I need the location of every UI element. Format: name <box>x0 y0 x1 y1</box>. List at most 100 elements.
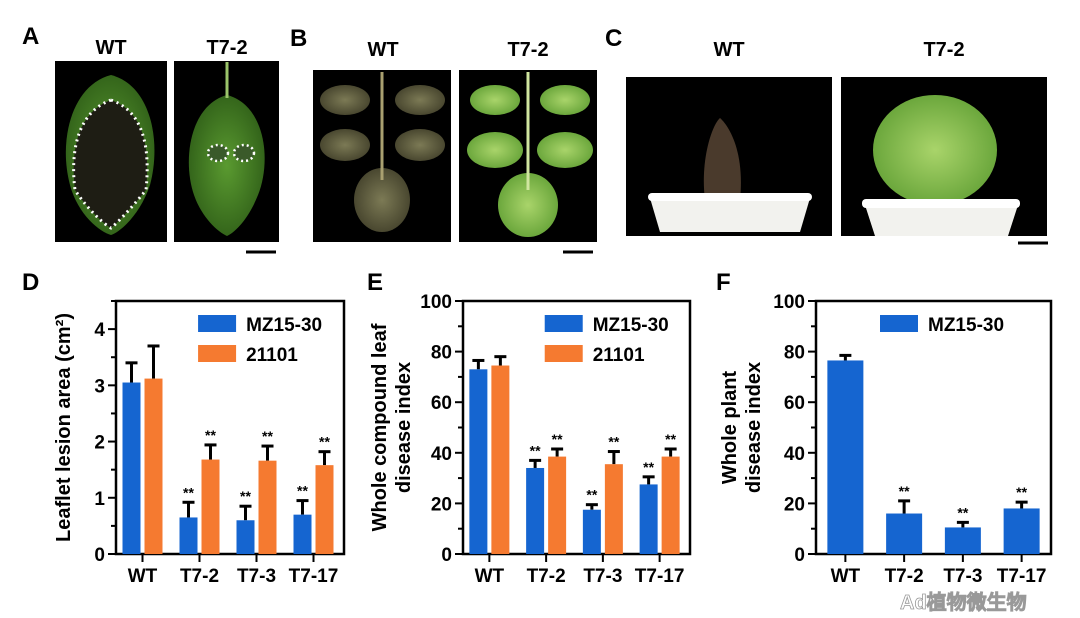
significance-mark: ** <box>530 442 541 458</box>
bar-mz15-30 <box>526 467 545 554</box>
legend-swatch <box>880 315 918 332</box>
panel-c-title-t7-2: T7-2 <box>923 39 964 61</box>
y-axis-label: disease index <box>393 362 415 493</box>
y-axis-label: Whole compound leaf <box>369 323 391 531</box>
plot-frame <box>461 299 692 556</box>
watermark: Ad植物微生物 <box>900 590 1027 613</box>
y-tick-label: 1 <box>94 489 105 510</box>
x-tick-label: WT <box>475 566 505 587</box>
bar-mz15-30 <box>469 369 488 554</box>
bar-mz15-30 <box>1003 508 1040 554</box>
y-tick-label: 60 <box>431 393 452 414</box>
significance-mark: ** <box>552 431 563 447</box>
x-tick-label: WT <box>831 566 861 587</box>
photo-a-t7-2 <box>174 61 279 242</box>
panel-label-a: A <box>22 23 39 50</box>
y-tick-label: 60 <box>784 393 805 414</box>
x-tick-label: T7-17 <box>289 566 339 587</box>
legend-label: 21101 <box>593 345 645 366</box>
y-tick-label: 100 <box>420 292 452 313</box>
y-tick-label: 80 <box>784 343 805 364</box>
y-tick-label: 20 <box>784 494 805 515</box>
photo-c-wt <box>626 77 832 236</box>
panel-a-title-wt: WT <box>95 37 126 59</box>
bar-21101 <box>201 459 220 554</box>
significance-mark: ** <box>205 427 216 443</box>
y-tick-label: 80 <box>431 343 452 364</box>
bar-21101 <box>604 464 623 554</box>
x-tick-label: T7-2 <box>180 566 219 587</box>
bar-mz15-30 <box>122 382 141 554</box>
significance-mark: ** <box>643 459 654 475</box>
x-tick-label: T7-17 <box>997 566 1047 587</box>
panel-a-title-t7-2: T7-2 <box>206 37 247 59</box>
bar-21101 <box>258 460 277 554</box>
panel-label-c: C <box>605 25 622 52</box>
bar-mz15-30 <box>827 360 864 554</box>
panel-label-e: E <box>367 269 383 296</box>
significance-mark: ** <box>608 434 619 450</box>
bar-21101 <box>144 378 163 554</box>
bar-mz15-30 <box>293 514 312 554</box>
bar-mz15-30 <box>582 509 601 554</box>
significance-mark: ** <box>1016 484 1027 500</box>
panel-c-title-wt: WT <box>713 39 744 61</box>
bar-21101 <box>548 456 567 554</box>
y-tick-label: 40 <box>431 444 452 465</box>
panel-label-d: D <box>22 269 39 296</box>
bar-21101 <box>315 465 334 554</box>
bar-mz15-30 <box>236 520 255 554</box>
chart-f: 0 20 40 60 80 100 Whole plant disease index WT T7… <box>719 292 1053 587</box>
significance-mark: ** <box>319 434 330 450</box>
y-tick-label: 20 <box>431 494 452 515</box>
significance-mark: ** <box>957 504 968 520</box>
significance-mark: ** <box>262 428 273 444</box>
legend-label: 21101 <box>246 345 298 366</box>
y-tick-label: 0 <box>794 545 805 566</box>
bar-21101 <box>491 365 510 554</box>
y-axis-label: disease index <box>743 362 765 493</box>
bar-mz15-30 <box>639 484 658 554</box>
panel-b-title-t7-2: T7-2 <box>507 39 548 61</box>
bar-21101 <box>661 456 680 554</box>
bar-mz15-30 <box>179 517 198 554</box>
y-tick-label: 100 <box>773 292 805 313</box>
bar-mz15-30 <box>944 527 981 554</box>
significance-mark: ** <box>183 484 194 500</box>
legend-label: MZ15-30 <box>246 315 322 336</box>
plot-frame <box>814 299 1053 556</box>
significance-mark: ** <box>297 483 308 499</box>
significance-mark: ** <box>586 487 597 503</box>
legend-swatch <box>198 315 237 332</box>
panel-label-f: F <box>716 269 731 296</box>
legend-label: MZ15-30 <box>593 315 669 336</box>
photo-a-wt <box>55 61 167 242</box>
x-tick-label: WT <box>128 566 158 587</box>
legend-swatch <box>544 315 583 332</box>
y-axis-label: Leaflet lesion area (cm²) <box>53 313 75 542</box>
legend-label: MZ15-30 <box>928 315 1004 336</box>
y-tick-label: 40 <box>784 444 805 465</box>
panel-label-b: B <box>290 25 307 52</box>
y-tick-label: 4 <box>94 320 105 341</box>
photo-b-t7-2 <box>459 70 597 242</box>
significance-mark: ** <box>240 488 251 504</box>
x-tick-label: T7-17 <box>635 566 685 587</box>
photo-b-wt <box>313 70 451 242</box>
bar-mz15-30 <box>886 513 923 554</box>
significance-mark: ** <box>899 483 910 499</box>
legend-swatch <box>544 345 583 362</box>
y-tick-label: 0 <box>441 545 452 566</box>
legend-swatch <box>198 345 237 362</box>
x-tick-label: T7-3 <box>943 566 982 587</box>
y-tick-label: 2 <box>94 433 105 454</box>
x-tick-label: T7-2 <box>885 566 924 587</box>
significance-mark: ** <box>665 431 676 447</box>
y-axis-label: Whole plant <box>719 371 741 485</box>
panel-b-title-wt: WT <box>367 39 398 61</box>
y-tick-label: 3 <box>94 376 105 397</box>
x-tick-label: T7-3 <box>583 566 622 587</box>
photo-c-t7-2 <box>841 77 1047 236</box>
chart-e: 0 20 40 60 80 100 Whole compound leaf disease i… <box>369 292 692 587</box>
